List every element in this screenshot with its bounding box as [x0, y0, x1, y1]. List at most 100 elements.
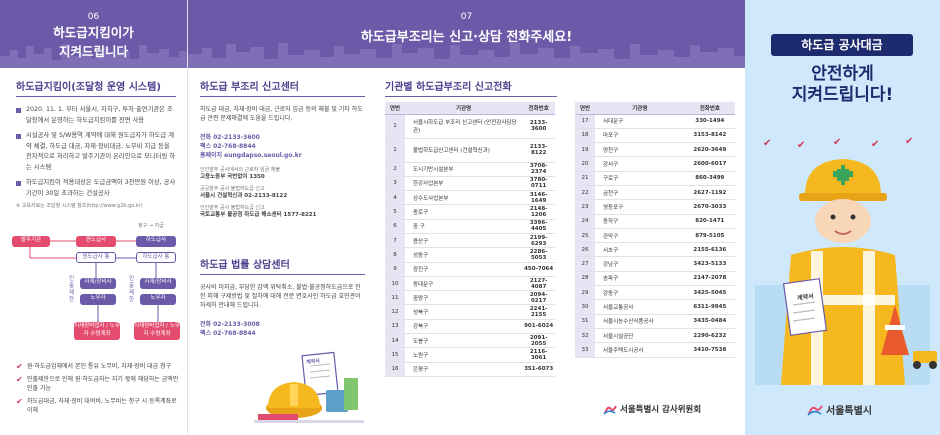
row-phone: 3423-5133 [684, 256, 735, 272]
table-row: 19 양천구 2620-3649 [575, 142, 735, 158]
row-number: 1 [385, 138, 405, 163]
panel-subcontract-guardian: 06 하도급지킴이가 지켜드립니다 하도급지킴이(조달청 운영 시스템) 202… [0, 0, 188, 435]
row-number: 19 [575, 142, 595, 158]
legal-fax: 팩스 02-768-8844 [200, 330, 256, 337]
table-row: 1 불법하도급신고센터 (건설혁신과) 2133-8122 [385, 138, 555, 163]
flow-bottom-1: 지재장비업자 / 노무자 수령계좌 [74, 322, 120, 340]
flow-prime-account: 원도급사 통 [76, 252, 116, 263]
legal-center-body: 공사비 미지급, 부당한 감액 위탁취소, 불법·불공정하도급으로 인한 피해 … [200, 284, 361, 309]
row-number: 25 [575, 228, 595, 244]
table-row: 14 도봉구 2091-2055 [385, 333, 555, 349]
flow-labor-2: 노무자 [140, 294, 176, 305]
row-phone: 3146-1649 [522, 190, 555, 206]
seoul-city-logo: 서울특별시 [807, 402, 872, 417]
flow-prime: 원도급사 [76, 236, 116, 247]
row-phone: 3708-2374 [522, 162, 555, 177]
table-row: 3 한강사업본부 3780-0711 [385, 176, 555, 192]
cover-headline-2: 지켜드립니다! [791, 85, 894, 105]
svg-text:✔: ✔ [833, 137, 841, 148]
directory-table-right: 연번 기관명 전화번호 17 서대문구 330-1494 18 마포구 3153-8142… [575, 102, 735, 358]
center-title: 하도급부조리는 신고·상담 전화주세요! [360, 30, 573, 45]
table-row: 17 서대문구 330-1494 [575, 114, 735, 129]
table-row: 20 강서구 2600-6017 [575, 156, 735, 172]
flow-sub: 하도급사 [136, 236, 176, 247]
svg-text:✔: ✔ [763, 138, 771, 149]
table-row: 4 상수도사업본부 3146-1649 [385, 190, 555, 206]
table-row: 10 동대문구 2127-4087 [385, 276, 555, 292]
row-phone: 2241-2155 [522, 304, 555, 320]
row-org: 강서구 [595, 156, 685, 172]
row-org: 강남구 [595, 256, 685, 272]
table-row: 24 동작구 820-1471 [575, 214, 735, 229]
table-row: 22 금천구 2627-1192 [575, 185, 735, 201]
row-phone: 2155-6136 [684, 242, 735, 258]
seoul-logo-icon [603, 405, 617, 415]
row-org: 종로구 [405, 204, 523, 220]
row-phone: 860-3499 [684, 171, 735, 186]
row-number: 23 [575, 199, 595, 215]
svg-text:✔: ✔ [871, 139, 879, 150]
check-item-3: ✔ 하도급대금, 자재·장비 대여비, 노무비는 청구 시 등록계좌로 이체 [16, 396, 177, 414]
panel-report-center: 하도급 부조리 신고센터 하도급 대금, 자재·장비 대금, 근로자 임금 등의… [188, 68, 375, 435]
row-number: 6 [385, 219, 405, 234]
row-org: 서울시설공단 [595, 328, 685, 344]
row-number: 18 [575, 128, 595, 144]
contract-label-p2: 계약서 [305, 358, 321, 366]
row-number: 14 [385, 333, 405, 349]
center-header: 07 하도급부조리는 신고·상담 전화주세요! [188, 0, 745, 68]
row-phone: 901-6024 [522, 319, 555, 335]
row-org: 금천구 [595, 185, 685, 201]
table-row: 13 강북구 901-6024 [385, 319, 555, 335]
report-center-body: 하도급 대금, 자재·장비 대금, 근로자 임금 등의 체불 및 기타 하도급 … [200, 106, 363, 122]
row-org: 용산구 [405, 233, 523, 249]
table-row: 29 강동구 3425-5045 [575, 285, 735, 301]
guardian-bullet-1: 2020. 11. 1. 부터 서울시, 자치구, 투자·출연기관은 조달청에서… [16, 105, 176, 126]
seoul-logo-text: 서울특별시 [826, 406, 872, 417]
worker-illustration [755, 159, 937, 385]
row-org: 서초구 [595, 242, 685, 258]
row-phone: 2620-3649 [684, 142, 735, 158]
flow-client: 발주기관 [12, 236, 50, 247]
row-org: 영등포구 [595, 199, 685, 215]
row-number: 28 [575, 271, 595, 287]
table-row: 8 성동구 2286-5053 [385, 247, 555, 263]
seoul-logo-icon [807, 405, 823, 416]
row-org: 송파구 [595, 271, 685, 287]
report-homepage[interactable]: 홈페이지 eungdapso.seoul.go.kr [200, 152, 302, 159]
row-org: 불법하도급신고센터 (건설혁신과) [405, 138, 523, 163]
row-number: 30 [575, 299, 595, 315]
row-phone: 450-7064 [522, 262, 555, 277]
row-phone: 2116-3061 [522, 347, 555, 363]
row-phone: 2199-6293 [522, 233, 555, 249]
report-fax: 팩스 02-768-8844 [200, 143, 256, 150]
report-phone: 전화 02-2133-3600 [200, 134, 260, 141]
row-number: 21 [575, 171, 595, 186]
row-phone: 2094-0217 [522, 290, 555, 306]
center-label-3: 인인발주 공사 불법하도급 신고 [200, 205, 265, 211]
row-number: 20 [575, 156, 595, 172]
table-row: 31 서울시농수산식품공사 3435-0484 [575, 314, 735, 329]
center-label-2: 공공발주 공사 불법하도급 신고 [200, 186, 265, 192]
row-phone: 2600-6017 [684, 156, 735, 172]
flow-bottom-2: 지재장비업자 / 노무자 수령계좌 [134, 322, 180, 340]
check-icon: ✔ [16, 374, 23, 384]
row-number: 33 [575, 342, 595, 358]
cover-badge: 하도급 공사대금 [771, 34, 913, 56]
row-org: 강동구 [595, 285, 685, 301]
row-number: 10 [385, 276, 405, 292]
row-phone: 3435-0484 [684, 314, 735, 329]
table-row: 16 은평구 351-6073 [385, 362, 555, 377]
table-row: 21 구로구 860-3499 [575, 171, 735, 186]
row-number: 9 [385, 262, 405, 277]
row-org: 서울주택도시공사 [595, 342, 685, 358]
payment-flow-diagram: 청구 → 지급 발주기관 원도급사 원도급사 통 하도급사 하도급사 통 자재/… [10, 222, 180, 352]
guardian-note: ※ 교육자료는 조달청 시스템 참조(http://www.g2b.go.kr) [16, 203, 143, 209]
row-org: 동대문구 [405, 276, 523, 292]
row-phone: 820-1471 [684, 214, 735, 229]
row-number: 13 [385, 319, 405, 335]
table-row: 23 영등포구 2670-3033 [575, 199, 735, 215]
row-org: 양천구 [595, 142, 685, 158]
row-number: 16 [385, 362, 405, 377]
center-name-1: 고용노동부 국번없이 1350 [200, 174, 265, 180]
flow-arrows [29, 240, 159, 322]
